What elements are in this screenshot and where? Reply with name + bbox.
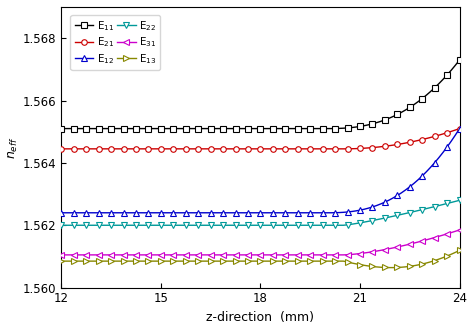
Y-axis label: $n_{eff}$: $n_{eff}$	[7, 136, 20, 159]
Legend: E$_{11}$, E$_{21}$, E$_{12}$, E$_{22}$, E$_{31}$, E$_{13}$: E$_{11}$, E$_{21}$, E$_{12}$, E$_{22}$, …	[71, 15, 160, 70]
X-axis label: z-direction  (mm): z-direction (mm)	[207, 311, 314, 324]
